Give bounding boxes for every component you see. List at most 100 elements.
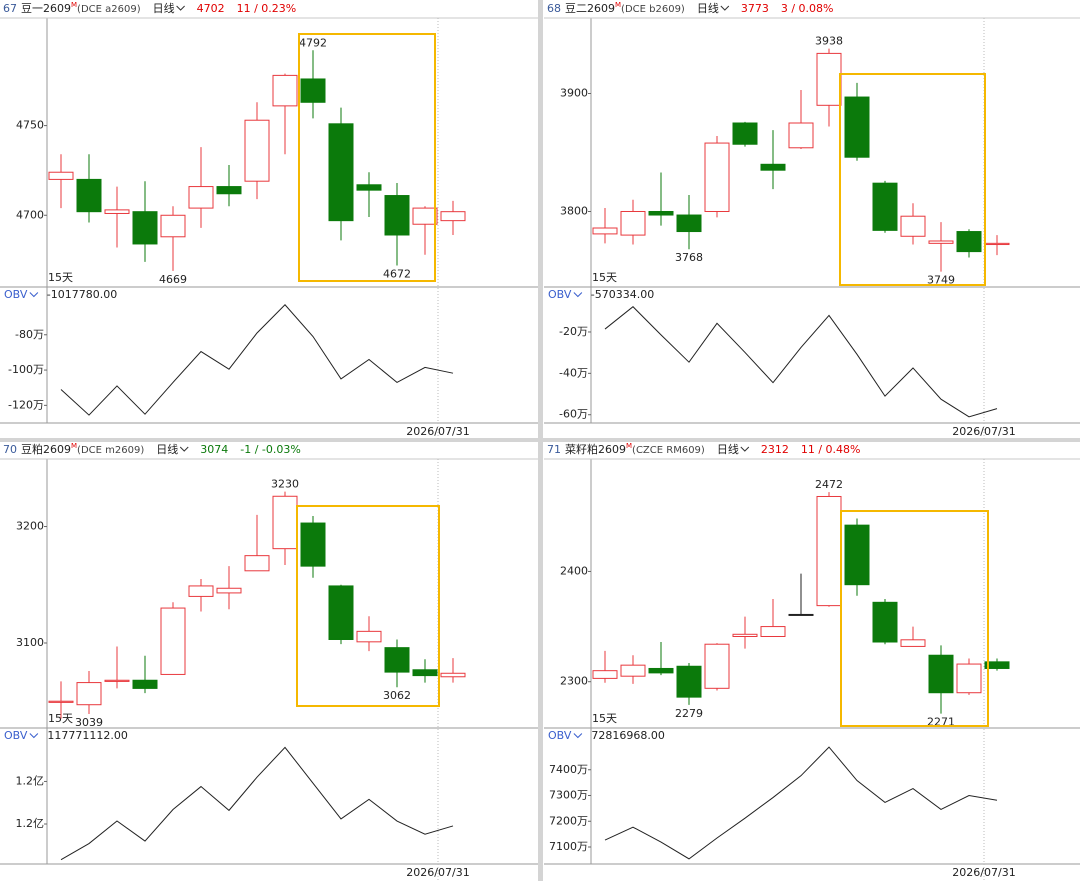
candle-body [356, 184, 382, 191]
candle-body [104, 679, 130, 682]
low-label: 3768 [675, 251, 703, 264]
period: 日线 [156, 442, 178, 456]
candle-body [844, 524, 870, 586]
high-label: 3938 [815, 35, 843, 48]
candle-body [900, 639, 926, 647]
highlight-box [296, 505, 440, 707]
candle-body [592, 670, 618, 679]
indicator-line [604, 746, 998, 860]
range-label: 15天 [592, 712, 617, 725]
candle-body [216, 186, 242, 195]
candle-body [384, 195, 410, 236]
candle-body [384, 647, 410, 673]
candle-body [188, 585, 214, 597]
change: -1 / -0.03% [240, 443, 301, 456]
highlight-box [840, 510, 989, 727]
dropdown-icon [573, 733, 583, 739]
candle-body [412, 669, 438, 677]
indicator-value: -570334.00 [591, 288, 654, 301]
panel: 70 豆粕2609M(DCE m2609) 日线 3074 -1 / -0.03% 202… [0, 442, 538, 881]
indicator-name: OBV [548, 729, 572, 742]
low-label: 3062 [383, 689, 411, 702]
dropdown-icon [573, 292, 583, 298]
y-tick-label: 4700 [16, 208, 44, 221]
panel-header: 70 豆粕2609M(DCE m2609) 日线 3074 -1 / -0.03% [3, 442, 301, 456]
y-tick-label: 4750 [16, 119, 44, 132]
date-label: 2026/07/31 [406, 866, 469, 879]
period: 日线 [697, 1, 719, 15]
candle-body [648, 667, 674, 674]
date-label: 2026/07/31 [952, 425, 1015, 438]
last-price: 3773 [741, 2, 769, 15]
candle-body [300, 78, 326, 103]
y-tick-label: 3100 [16, 636, 44, 649]
indicator-name: OBV [548, 288, 572, 301]
change: 11 / 0.23% [237, 2, 297, 15]
horizontal-separator [0, 438, 1080, 442]
candle-body [76, 682, 102, 706]
indicator-line [60, 304, 454, 416]
contract-sup: M [71, 1, 77, 9]
candle-body [620, 664, 646, 677]
candle-body [160, 607, 186, 675]
date-label: 2026/07/31 [406, 425, 469, 438]
candle-body [356, 630, 382, 643]
candle-body [244, 555, 270, 572]
candle-body [648, 210, 674, 216]
candle-body [844, 96, 870, 158]
y-tick-label: 3800 [560, 204, 588, 217]
candle-body [704, 142, 730, 212]
y-tick-label: -20万 [559, 325, 588, 338]
y-tick-label: 1.2亿 [16, 774, 45, 787]
candle-body [104, 209, 130, 214]
indicator-line [60, 746, 454, 861]
dropdown-icon [720, 5, 730, 11]
panel: 67 豆一2609M(DCE a2609) 日线 4702 11 / 0.23% 2026… [0, 1, 538, 441]
candle-body [676, 665, 702, 698]
y-tick-label: -120万 [8, 398, 44, 411]
candle-body [956, 231, 982, 253]
high-label: 2472 [815, 478, 843, 491]
y-tick-label: 7100万 [549, 840, 588, 853]
candle-body [132, 211, 158, 245]
candle-body [272, 74, 298, 107]
y-tick-label: 3200 [16, 520, 44, 533]
indicator-header: OBV -570334.00 [548, 288, 654, 301]
highlight-box [298, 33, 436, 282]
dropdown-icon [176, 5, 185, 11]
last-price: 4702 [197, 2, 225, 15]
panel-index: 68 [547, 2, 561, 15]
candle-body [620, 210, 646, 236]
y-tick-label: 2300 [560, 675, 588, 688]
candle-body [272, 495, 298, 550]
dropdown-icon [29, 733, 39, 739]
candle-body [160, 214, 186, 238]
candle-body [956, 663, 982, 694]
contract-name: 豆粕2609 [21, 442, 71, 456]
contract-name: 豆一2609 [21, 2, 71, 15]
indicator-name: OBV [4, 288, 28, 301]
contract-code: (DCE a2609) [77, 4, 141, 15]
date-label: 2026/07/31 [952, 866, 1015, 879]
y-tick-label: -60万 [559, 408, 588, 421]
period: 日线 [153, 1, 175, 15]
indicator-line [604, 306, 998, 418]
panel-header: 68 豆二2609M(DCE b2609) 日线 3773 3 / 0.08% [547, 1, 833, 15]
high-label: 4792 [299, 36, 327, 49]
candle-body [328, 585, 354, 640]
dropdown-icon [740, 446, 750, 452]
highlight-box [839, 73, 986, 286]
candle-body [132, 679, 158, 689]
last-price: 3074 [200, 443, 228, 456]
candle-body [984, 242, 1010, 246]
panel-header: 71 菜籽粕2609M(CZCE RM609) 日线 2312 11 / 0.48% [547, 442, 860, 456]
candle-body [928, 654, 954, 694]
candle-body [872, 182, 898, 231]
high-label: 3230 [271, 478, 299, 491]
panel-index: 71 [547, 443, 561, 456]
indicator-value: -1017780.00 [47, 288, 117, 301]
indicator-header: OBV 72816968.00 [548, 729, 665, 742]
candle-body [412, 207, 438, 225]
indicator-name: OBV [4, 729, 28, 742]
